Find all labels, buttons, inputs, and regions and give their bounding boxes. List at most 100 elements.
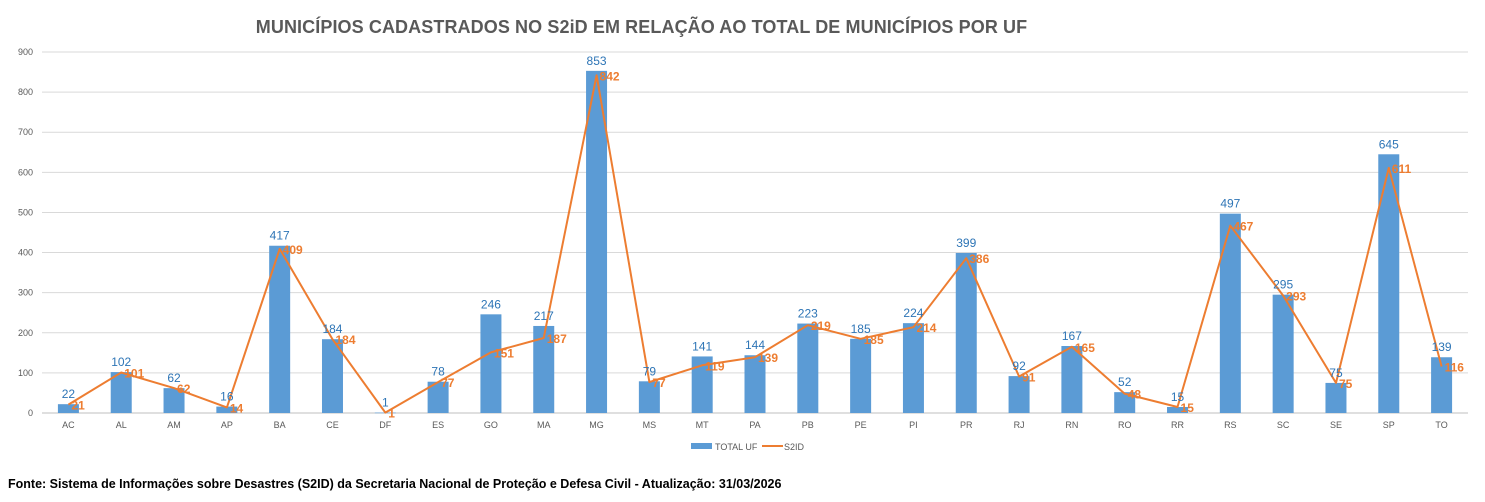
line-value-label: 116 [1445,360,1465,374]
line-value-label: 48 [1128,388,1142,402]
x-tick-label: RJ [1014,420,1025,430]
bar-rn [1061,346,1083,413]
bar-value-label: 167 [1062,329,1082,343]
line-value-label: 184 [335,333,355,347]
bar-al [110,372,132,413]
bar-rj [1008,376,1030,413]
line-value-label: 467 [1233,220,1253,234]
line-value-label: 15 [1181,401,1195,415]
bar-value-label: 15 [1171,390,1185,404]
line-value-label: 1 [388,407,395,421]
chart-title: MUNICÍPIOS CADASTRADOS NO S2iD EM RELAÇÃ… [255,17,1028,37]
bar-rr [1167,406,1189,413]
line-value-label: 75 [1339,377,1353,391]
bar-sp [1378,154,1400,414]
y-axis: 0 100 200 300 400 500 600 700 800 900 [18,47,33,418]
x-tick-label: PE [855,420,867,430]
bar-rs [1219,213,1241,413]
bar-value-label: 417 [270,229,290,243]
y-tick-label: 100 [18,368,33,378]
line-value-label: 611 [1392,162,1412,176]
bar-value-label: 141 [692,339,712,353]
x-tick-label: AC [62,420,75,430]
line-value-label: 101 [124,366,144,380]
x-tick-label: AP [221,420,233,430]
line-value-label: 91 [1022,370,1036,384]
bar-value-label: 497 [1220,197,1240,211]
line-value-label: 293 [1286,289,1306,303]
x-tick-label: RR [1171,420,1184,430]
x-tick-label: CE [326,420,339,430]
bar-es [427,381,449,413]
bar-series-total-uf [57,70,1453,414]
line-value-label: 151 [494,346,514,360]
x-tick-label: PI [909,420,918,430]
line-value-label: 214 [916,321,936,335]
bar-ap [216,406,238,413]
legend-swatch-total-uf [691,443,712,449]
x-tick-label: SP [1383,420,1395,430]
y-tick-label: 600 [18,167,33,177]
y-tick-label: 300 [18,288,33,298]
bar-mt [691,356,713,413]
bar-value-label: 75 [1329,366,1343,380]
bar-value-label: 645 [1379,137,1399,151]
y-tick-label: 0 [28,408,33,418]
line-series-s2id [67,74,1443,414]
bar-to [1431,357,1453,413]
bar-pe [850,338,872,413]
bar-sc [1272,294,1294,413]
line-value-label: 119 [705,359,725,373]
bar-value-label: 62 [167,371,181,385]
bar-value-label: 399 [956,236,976,250]
bar-ce [321,339,343,413]
line-value-label: 386 [969,252,989,266]
x-tick-label: MA [537,420,551,430]
line-value-label: 185 [864,333,884,347]
x-tick-label: ES [432,420,444,430]
bar-value-label: 139 [1432,340,1452,354]
line-value-label: 14 [230,401,244,415]
x-tick-label: DF [379,420,391,430]
x-tick-label: BA [274,420,286,430]
bar-ma [533,325,555,413]
y-tick-label: 500 [18,207,33,217]
legend-label-s2id: S2ID [784,442,805,452]
line-value-label: 77 [441,376,455,390]
x-tick-label: AM [167,420,181,430]
x-tick-label: MT [696,420,709,430]
x-tick-label: AL [116,420,127,430]
y-tick-label: 800 [18,87,33,97]
bar-pb [797,323,819,413]
bar-pr [955,252,977,413]
bar-value-label: 224 [903,306,923,320]
bar-value-label: 102 [111,355,131,369]
bar-pi [902,323,924,413]
bar-value-label: 185 [851,322,871,336]
bar-ba [269,245,291,413]
bar-ro [1114,392,1136,413]
x-tick-label: MG [589,420,604,430]
x-tick-label: MS [643,420,657,430]
bar-value-label: 223 [798,307,818,321]
bar-value-label: 16 [220,390,234,404]
x-tick-label: RS [1224,420,1237,430]
y-tick-label: 200 [18,328,33,338]
y-tick-label: 700 [18,127,33,137]
bar-value-label: 22 [62,387,76,401]
bar-value-label: 1 [382,396,389,410]
bar-pa [744,355,766,413]
line-value-label: 187 [547,332,567,346]
bar-value-label: 78 [431,365,445,379]
y-tick-label: 400 [18,248,33,258]
source-footnote: Fonte: Sistema de Informações sobre Desa… [8,477,782,491]
line-value-label: 62 [177,382,191,396]
y-tick-label: 900 [18,47,33,57]
line-value-label: 139 [758,351,778,365]
bar-value-label: 217 [534,309,554,323]
line-value-label: 409 [283,243,303,257]
line-value-label: 165 [1075,341,1095,355]
x-tick-label: SE [1330,420,1342,430]
